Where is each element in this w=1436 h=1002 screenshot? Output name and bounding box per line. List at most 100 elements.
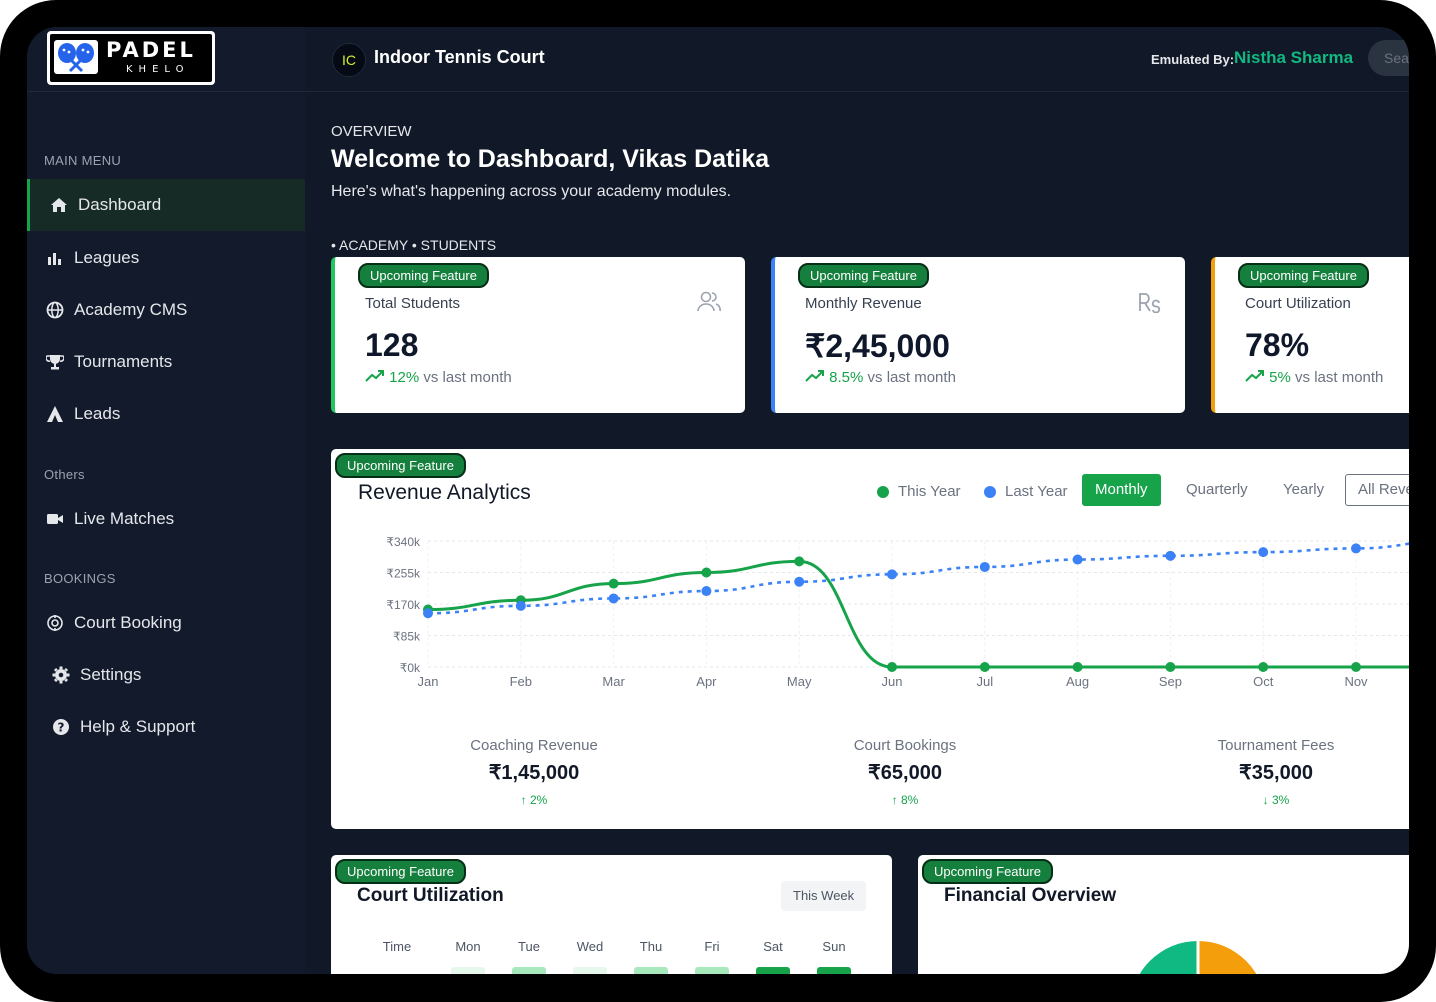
col-fri: Fri [704, 939, 720, 954]
rupee-icon [1137, 291, 1161, 318]
stat-trend: 8.5% vs last month [805, 369, 956, 386]
emulated-user-name[interactable]: Nistha Sharma [1234, 48, 1354, 67]
revenue-title: Revenue Analytics [358, 481, 531, 504]
sidebar-item-label: Help & Support [80, 717, 196, 736]
heat-cell[interactable] [573, 967, 607, 974]
data-point [1258, 662, 1269, 672]
y-tick-label: ₹170k [386, 598, 421, 612]
padel-racket-icon [54, 40, 98, 74]
trend-up-icon [365, 369, 385, 386]
summary-tournament-fees: Tournament Fees ₹35,000 ↓ 3% [1156, 737, 1396, 807]
heat-cell[interactable] [756, 967, 790, 974]
sidebar: PADEL KHELO MAIN MENU Dashboard Leagues … [27, 27, 305, 974]
upcoming-badge: Upcoming Feature [358, 263, 489, 288]
sidebar-item-label: Academy CMS [74, 300, 188, 319]
legend-this-year[interactable]: This Year [877, 483, 961, 500]
stat-trend: 12% vs last month [365, 369, 512, 386]
sidebar-item-leagues[interactable]: Leagues [27, 232, 305, 284]
trend-percent: 5% [1269, 369, 1291, 386]
col-wed: Wed [576, 939, 604, 954]
pie-slice [1139, 941, 1198, 974]
data-point [794, 576, 805, 587]
brand-logo[interactable]: PADEL KHELO [47, 31, 215, 85]
stat-card-students[interactable]: Upcoming Feature Total Students 128 12% … [331, 257, 745, 413]
heat-cell[interactable] [451, 967, 485, 974]
data-point [887, 662, 897, 672]
financial-pie-chart [1139, 941, 1257, 974]
sidebar-item-label: Dashboard [78, 195, 162, 214]
col-sat: Sat [763, 939, 783, 954]
x-tick-label: Jan [418, 674, 439, 689]
league-icon [44, 247, 66, 269]
col-thu: Thu [639, 939, 663, 954]
data-point [701, 586, 712, 597]
others-label: Others [44, 467, 85, 482]
sidebar-item-live-matches[interactable]: Live Matches [27, 493, 305, 545]
trend-up-icon [805, 369, 825, 386]
trend-text: vs last month [419, 369, 512, 386]
legend-dot [877, 485, 889, 498]
video-icon [44, 508, 66, 530]
search-input[interactable]: Search [1368, 40, 1409, 76]
users-icon [697, 291, 721, 319]
leads-icon [44, 403, 66, 425]
sidebar-item-tournaments[interactable]: Tournaments [27, 336, 305, 388]
sidebar-item-help-support[interactable]: ? Help & Support [27, 701, 305, 753]
trend-percent: 12% [389, 369, 420, 386]
heat-cell[interactable] [634, 967, 668, 974]
x-tick-label: Mar [602, 674, 625, 689]
bookings-label: BOOKINGS [44, 571, 116, 586]
sidebar-item-label: Tournaments [74, 352, 173, 371]
stat-card-utilization[interactable]: Upcoming Feature Court Utilization 78% 5… [1211, 257, 1409, 413]
y-tick-label: ₹340k [386, 535, 421, 549]
heat-cell[interactable] [817, 967, 851, 974]
financial-overview-card: Upcoming Feature Financial Overview [918, 855, 1409, 974]
stat-card-revenue[interactable]: Upcoming Feature Monthly Revenue ₹2,45,0… [771, 257, 1185, 413]
x-tick-label: Jul [976, 674, 993, 689]
sidebar-item-label: Court Booking [74, 613, 182, 632]
stat-title: Total Students [365, 295, 461, 312]
summary-change: ↑ 2% [520, 793, 548, 807]
sidebar-item-settings[interactable]: Settings [27, 649, 305, 701]
tab-yearly[interactable]: Yearly [1283, 481, 1325, 498]
sidebar-item-court-booking[interactable]: Court Booking [27, 597, 305, 649]
brand-name: PADEL [106, 38, 196, 62]
page-title: Welcome to Dashboard, Vikas Datika [331, 145, 770, 173]
emulated-label: Emulated By: [1151, 52, 1235, 67]
venue-title: Indoor Tennis Court [374, 47, 545, 67]
sidebar-item-academy-cms[interactable]: Academy CMS [27, 284, 305, 336]
svg-text:?: ? [58, 721, 65, 735]
tab-quarterly[interactable]: Quarterly [1186, 481, 1248, 498]
y-tick-label: ₹0k [400, 661, 421, 675]
x-tick-label: Sep [1159, 674, 1182, 689]
home-icon [48, 194, 70, 216]
upcoming-badge: Upcoming Feature [922, 859, 1053, 884]
revenue-filter-select[interactable]: All Revenue [1345, 474, 1409, 506]
sidebar-item-leads[interactable]: Leads [27, 388, 305, 440]
sidebar-item-dashboard[interactable]: Dashboard [27, 179, 305, 231]
stat-title: Monthly Revenue [805, 295, 922, 312]
summary-change: ↑ 8% [891, 793, 919, 807]
week-range-select[interactable]: This Week [781, 881, 867, 911]
data-point [1072, 554, 1083, 565]
stat-value: 128 [365, 327, 419, 363]
sidebar-item-label: Live Matches [74, 509, 175, 528]
financial-title: Financial Overview [944, 885, 1117, 906]
app-screen: PADEL KHELO MAIN MENU Dashboard Leagues … [27, 27, 1409, 974]
data-point [1351, 543, 1361, 554]
tab-monthly[interactable]: Monthly [1082, 474, 1161, 506]
col-mon: Mon [455, 939, 481, 954]
data-point [1351, 662, 1361, 672]
heat-cell[interactable] [695, 967, 729, 974]
x-tick-label: Nov [1344, 674, 1368, 689]
heat-cell[interactable] [512, 967, 546, 974]
summary-coaching: Coaching Revenue ₹1,45,000 ↑ 2% [414, 737, 654, 807]
x-tick-label: May [787, 674, 812, 689]
legend-label: Last Year [1005, 483, 1068, 500]
data-point [1165, 550, 1176, 561]
legend-last-year[interactable]: Last Year [984, 483, 1068, 500]
section-tag: • ACADEMY • STUDENTS [331, 237, 497, 253]
summary-value: ₹65,000 [868, 762, 942, 784]
data-point [794, 556, 805, 567]
